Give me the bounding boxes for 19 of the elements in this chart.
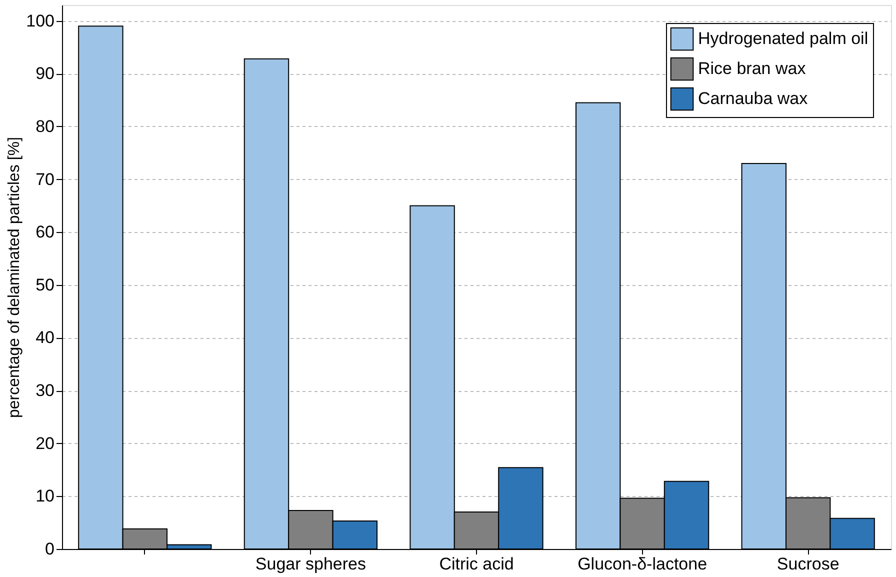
y-tick-label: 40 — [36, 328, 54, 348]
y-axis-title: percentage of delaminated particles [%] — [6, 136, 24, 418]
y-tick-label: 30 — [36, 381, 54, 400]
x-tick-label: Glucon-δ-lactone — [578, 554, 708, 574]
y-tick-label: 90 — [36, 64, 54, 84]
x-tick-label: Sucrose — [776, 554, 840, 574]
y-tick-label: 80 — [36, 116, 54, 136]
y-tick-label: 0 — [45, 540, 54, 558]
x-tick-label: Sugar spheres — [255, 554, 366, 574]
x-tick-label: Citric acid — [439, 554, 514, 574]
y-tick-label: 60 — [36, 222, 54, 242]
legend-label: Carnauba wax — [698, 89, 808, 108]
y-tick-label: 100 — [26, 11, 54, 30]
y-tick-label: 50 — [36, 275, 54, 294]
legend-label: Hydrogenated palm oil — [698, 29, 868, 48]
y-tick-label: 20 — [36, 434, 54, 453]
legend-label: Rice bran wax — [698, 59, 806, 78]
y-tick-label: 70 — [36, 170, 54, 189]
y-tick-label: 10 — [36, 486, 54, 506]
